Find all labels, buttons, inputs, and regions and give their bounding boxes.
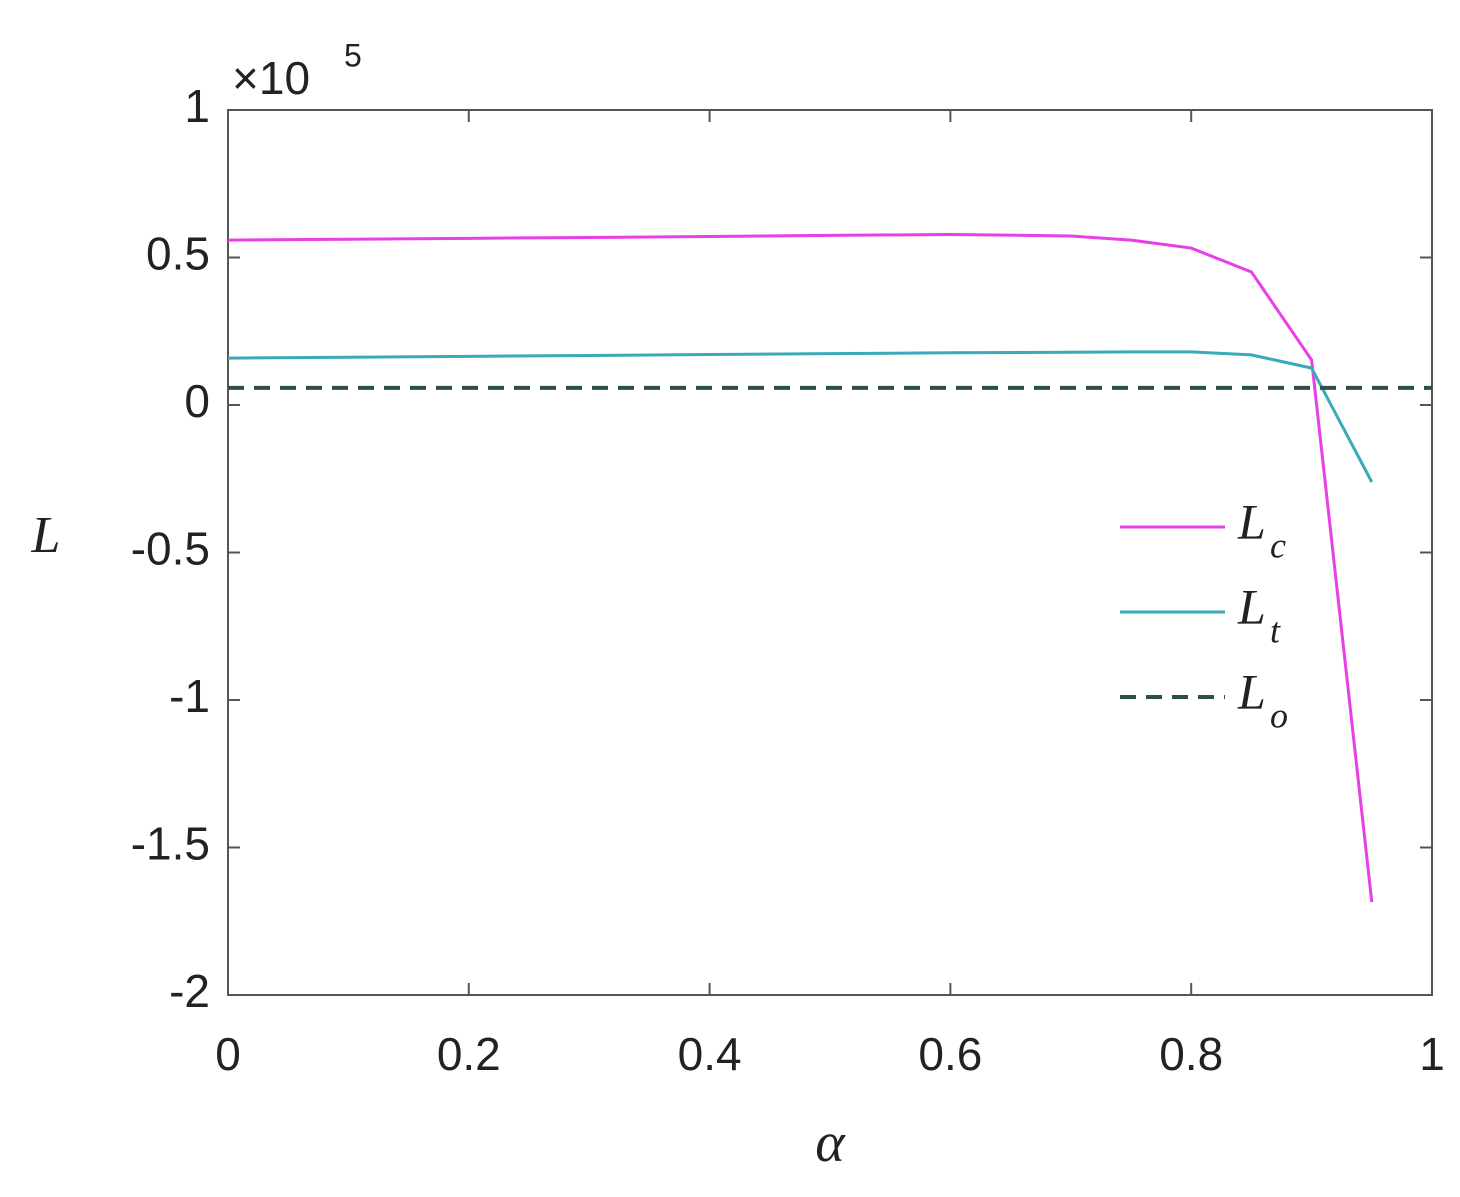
y-tick-label: -2 [169,965,210,1017]
y-tick-label: 1 [184,80,210,132]
y-tick-label: -1 [169,670,210,722]
plot-frame [227,109,1433,996]
y-multiplier-exponent: 5 [344,37,362,73]
legend-subscript: t [1270,610,1281,650]
y-axis-label: L [31,507,61,564]
y-tick-label: 0 [184,375,210,427]
x-tick-label: 1 [1419,1028,1445,1080]
y-tick-label: 0.5 [146,228,210,280]
series-line [227,350,1374,483]
x-tick-label: 0 [215,1028,241,1080]
legend-subscript: c [1270,525,1286,565]
y-tick-label: -0.5 [131,523,210,575]
x-tick-label: 0.8 [1159,1028,1223,1080]
series-line [227,232,1374,903]
x-tick-label: 0.4 [678,1028,742,1080]
x-tick-label: 0.2 [437,1028,501,1080]
x-tick-label: 0.6 [918,1028,982,1080]
legend-label: L [1237,493,1266,549]
y-multiplier: ×10 [232,52,310,104]
legend-subscript: o [1270,695,1288,735]
y-tick-label: -1.5 [131,818,210,870]
legend-label: L [1237,578,1266,634]
x-axis-label: α [815,1112,846,1174]
legend-label: L [1237,663,1266,719]
